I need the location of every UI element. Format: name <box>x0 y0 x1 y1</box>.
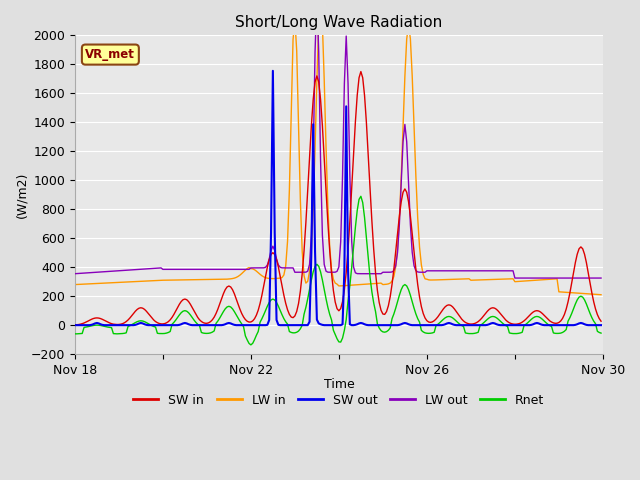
X-axis label: Time: Time <box>323 378 355 391</box>
Y-axis label: (W/m2): (W/m2) <box>15 171 28 218</box>
Text: VR_met: VR_met <box>85 48 135 61</box>
Title: Short/Long Wave Radiation: Short/Long Wave Radiation <box>236 15 442 30</box>
Legend: SW in, LW in, SW out, LW out, Rnet: SW in, LW in, SW out, LW out, Rnet <box>129 389 549 412</box>
